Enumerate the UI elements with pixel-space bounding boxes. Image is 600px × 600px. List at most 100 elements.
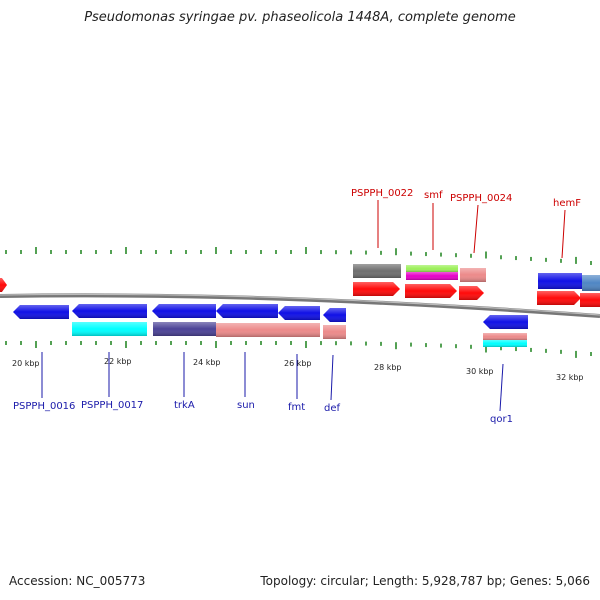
tick-bottom	[155, 341, 157, 345]
feature-PSPPH_0017-cyan-shade	[72, 322, 147, 336]
scale-label-24kbp: 24 kbp	[193, 358, 221, 367]
feature-sun-cds-shade	[216, 304, 278, 318]
tick-bottom	[185, 341, 187, 345]
feature-fmt-cds-shade	[278, 306, 320, 320]
feature-sun-salmon	[216, 323, 320, 337]
tick-bottom	[575, 350, 577, 358]
tick-bottom	[320, 341, 322, 346]
tick-top	[350, 250, 352, 255]
feature-trkA-cds	[152, 304, 216, 318]
leader-PSPPH_0024	[473, 204, 479, 254]
tick-top	[410, 251, 412, 256]
tick-top	[245, 250, 247, 254]
feature-smf-magenta	[406, 272, 458, 280]
gene-label-qor1[interactable]: qor1	[490, 414, 513, 425]
scale-label-32kbp: 32 kbp	[556, 373, 584, 382]
feature-qor1-salmon-shade	[483, 333, 527, 340]
gene-label-hemF[interactable]: hemF	[553, 198, 581, 209]
feature-trkA-cds-shade	[152, 304, 216, 318]
feature-PSPPH_0022-gray-shade	[353, 264, 401, 278]
tick-bottom	[350, 341, 352, 346]
feature-PSPPH_0017-cds-shade	[72, 304, 147, 318]
tick-bottom	[530, 347, 532, 352]
gene-label-def[interactable]: def	[324, 403, 341, 414]
leader-def	[330, 354, 334, 401]
tick-bottom	[440, 343, 442, 348]
feature-smf-cds-shade	[405, 284, 457, 298]
feature-PSPPH_0024-salmon-shade	[460, 268, 486, 282]
tick-top	[545, 257, 547, 262]
feature-hemF-cds	[537, 291, 581, 305]
tick-bottom	[410, 342, 412, 347]
feature-smf-lime-shade	[406, 265, 458, 272]
tick-bottom	[170, 341, 172, 345]
tick-top	[125, 247, 127, 254]
feature-smf-lime	[406, 265, 458, 272]
tick-bottom	[5, 341, 7, 345]
accession-text: Accession: NC_005773	[9, 574, 146, 588]
feature-fmt-cds	[278, 306, 320, 320]
tick-bottom	[110, 341, 112, 345]
tick-bottom	[485, 345, 487, 353]
tick-bottom	[140, 341, 142, 345]
tick-bottom	[560, 349, 562, 354]
tick-top	[50, 250, 52, 254]
tick-top	[365, 250, 367, 255]
tick-bottom	[95, 341, 97, 345]
tick-top	[380, 250, 382, 255]
feature-PSPPH_0024-salmon	[460, 268, 486, 282]
scale-label-30kbp: 30 kbp	[466, 367, 494, 376]
tick-row-top	[5, 247, 592, 266]
feature-sun-salmon-shade	[216, 323, 320, 337]
tick-row-bottom	[5, 341, 592, 358]
gene-label-PSPPH_0016[interactable]: PSPPH_0016	[13, 401, 75, 412]
feature-hemF-blue	[538, 273, 582, 289]
tick-bottom	[500, 346, 502, 351]
tick-bottom	[365, 341, 367, 346]
feature-def-cds	[323, 308, 346, 322]
gene-label-PSPPH_0017[interactable]: PSPPH_0017	[81, 400, 143, 411]
tick-bottom	[545, 348, 547, 353]
gene-label-trkA[interactable]: trkA	[174, 400, 195, 411]
gene-label-fmt[interactable]: fmt	[288, 402, 305, 413]
tick-top	[260, 250, 262, 254]
feature-qor1-cds-shade	[483, 315, 528, 329]
feature-qor1-cyan-shade	[483, 340, 527, 347]
leader-qor1	[499, 363, 504, 412]
tick-top	[140, 250, 142, 254]
tick-bottom	[125, 341, 127, 348]
feature-def-salmon-shade	[323, 325, 346, 339]
feature-def-salmon	[323, 325, 346, 339]
tick-top	[575, 256, 577, 264]
feature-edge-left-red-shade	[0, 278, 7, 292]
tick-top	[500, 255, 502, 260]
gene-label-PSPPH_0024[interactable]: PSPPH_0024	[450, 193, 512, 204]
tick-top	[395, 248, 397, 256]
tick-bottom	[230, 341, 232, 345]
tick-bottom	[455, 344, 457, 349]
tick-bottom	[260, 341, 262, 345]
tick-top	[230, 250, 232, 254]
tick-top	[515, 256, 517, 261]
scale-label-20kbp: 20 kbp	[12, 359, 40, 368]
tick-top	[5, 250, 7, 254]
topology-text: Topology: circular; Length: 5,928,787 bp…	[260, 574, 590, 588]
tick-top	[485, 251, 487, 259]
feature-PSPPH_0017-cds	[72, 304, 147, 318]
feature-PSPPH_0024-cds-shade	[459, 286, 484, 300]
tick-top	[185, 250, 187, 254]
feature-def-cds-shade	[323, 308, 346, 322]
gene-label-PSPPH_0022[interactable]: PSPPH_0022	[351, 188, 413, 199]
scale-label-22kbp: 22 kbp	[104, 357, 132, 366]
tick-bottom	[290, 341, 292, 345]
feature-trkA-slate-shade	[153, 322, 216, 336]
feature-PSPPH_0022-cds	[353, 282, 400, 296]
gene-label-smf[interactable]: smf	[424, 190, 443, 201]
feature-sun-cds	[216, 304, 278, 318]
feature-hemF-steel	[582, 275, 600, 291]
tick-top	[35, 247, 37, 254]
gene-label-sun[interactable]: sun	[237, 400, 255, 411]
tick-bottom	[380, 341, 382, 346]
tick-bottom	[80, 341, 82, 345]
